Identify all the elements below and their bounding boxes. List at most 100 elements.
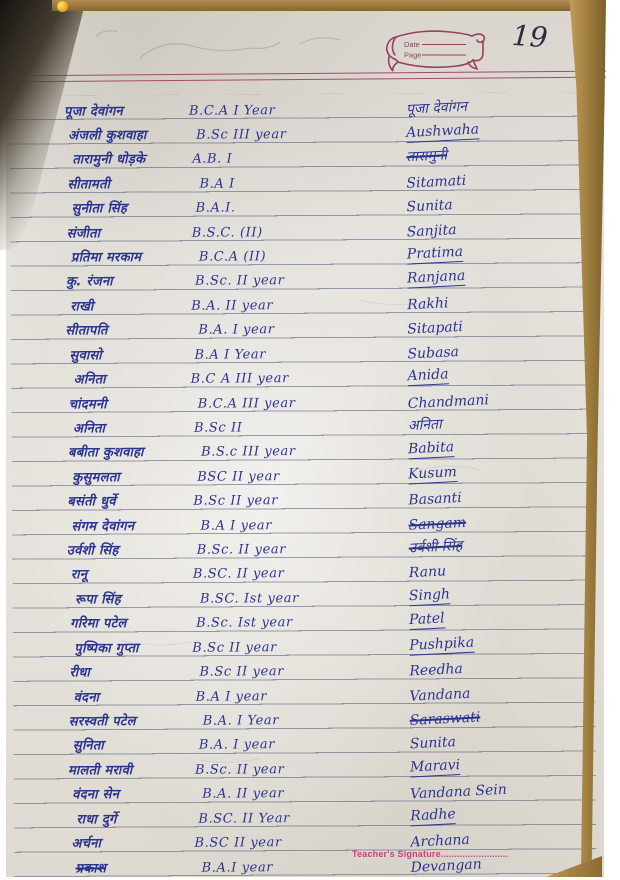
student-name: रूपा सिंह	[74, 592, 121, 608]
student-name: सुनिता	[72, 738, 104, 754]
table-row: सीतापति B.A. I year Sitapati	[13, 313, 583, 340]
course-entry: B.A. I Year	[202, 713, 280, 729]
student-name: वंदना सेन	[72, 787, 120, 803]
course-entry: B.C.A III year	[197, 395, 296, 412]
course-entry: B.S.c III year	[201, 444, 296, 461]
stamp-page-label: Page	[404, 51, 422, 60]
student-name: पुष्पिका गुप्ता	[74, 640, 139, 657]
signature: तारामुनी	[405, 147, 448, 166]
signature: Saraswati	[409, 709, 481, 729]
student-name: सुनीता सिंह	[71, 201, 128, 217]
course-entry: B.A.I year	[201, 859, 274, 876]
course-entry: B.C A III year	[190, 371, 289, 387]
table-row: बसंती धुर्वे B.Sc II year Basanti	[14, 484, 584, 511]
course-entry: B.Sc III year	[196, 127, 287, 143]
student-name: राधा दुर्गे	[76, 811, 117, 828]
student-name: बसंती धुर्वे	[67, 494, 116, 510]
student-name: उर्वशी सिंह	[66, 543, 119, 559]
course-entry: B.SC. II year	[192, 566, 285, 583]
signature: Sanjita	[406, 221, 457, 241]
student-name: राखी	[70, 299, 94, 315]
course-entry: B.Sc. II year	[196, 542, 287, 558]
course-entry: B.SC II year	[194, 835, 282, 851]
table-row: पुष्पिका गुप्ता B.Sc II year Pushpika	[15, 630, 585, 657]
signature: Chandmani	[407, 391, 490, 412]
signature: Aushwaha	[405, 121, 480, 143]
student-name: सुवासो	[69, 347, 102, 364]
signature: Sitamati	[406, 172, 467, 192]
table-row: तारामुनी धोड़के A.B. I तारामुनी	[12, 142, 582, 169]
student-name: तारामुनी धोड़के	[72, 152, 146, 168]
table-row: अनिता B.C A III year Anida	[14, 361, 584, 388]
signature: उर्वशी सिंह	[408, 537, 463, 557]
signature: Vandana	[409, 685, 471, 705]
course-entry: B.S.C. (II)	[191, 224, 263, 241]
table-row: बबीता कुशवाहा B.S.c III year Babita	[14, 435, 584, 462]
student-name: संगम देवांगन	[71, 518, 135, 535]
pin-icon	[57, 1, 68, 12]
course-entry: B.A I Year	[194, 346, 267, 363]
signature: Maravi	[409, 756, 461, 778]
student-name: अनिता	[72, 421, 106, 437]
signature: Subasa	[407, 343, 460, 363]
signature: Kusum	[407, 463, 458, 485]
course-entry: B.Sc II	[193, 420, 243, 436]
course-entry: B.A. II year	[191, 298, 274, 314]
course-entry: B.Sc II year	[199, 664, 285, 680]
table-row: राखी B.A. II year Rakhi	[13, 288, 583, 315]
signature: Sangam	[408, 514, 467, 534]
student-name: मालती मरावी	[67, 762, 133, 779]
student-name: सीतामती	[67, 176, 111, 193]
table-row: सरस्वती पटेल B.A. I Year Saraswati	[16, 703, 586, 730]
signature: पूजा देवांगन	[405, 98, 468, 118]
table-row: रीधा B.Sc II year Reedha	[15, 654, 585, 681]
student-name: वंदना	[73, 689, 100, 706]
student-name: कु. रंजना	[65, 274, 113, 290]
student-name: रानू	[70, 567, 88, 583]
teachers-signature-label: Teacher's Signature.....................…	[352, 849, 509, 859]
signature: Babita	[407, 439, 455, 460]
table-row: राधा दुर्गे B.SC. II Year Radhe	[16, 801, 586, 828]
table-row: वंदना सेन B.A. II year Vandana Sein	[16, 777, 586, 804]
table-row: रानू B.SC. II year Ranu	[15, 557, 585, 584]
course-entry: B.Sc. II year	[194, 761, 285, 778]
signature: Archana	[410, 831, 471, 851]
course-entry: B.SC. Ist year	[199, 590, 299, 607]
course-entry: A.B. I	[192, 151, 233, 168]
course-entry: B.A. I year	[198, 737, 276, 754]
stamp-date-label: Date	[404, 40, 420, 49]
course-entry: B.A. II year	[202, 786, 285, 802]
course-entry: B.Sc. II year	[194, 273, 285, 290]
course-entry: B.SC. II Year	[198, 810, 291, 827]
signature: Ranu	[408, 563, 447, 582]
signature: Rakhi	[406, 295, 449, 314]
signature: Radhe	[409, 805, 457, 827]
course-entry: B.A I	[199, 176, 235, 192]
table-row: गरिमा पटेल B.Sc. Ist year Patel	[15, 606, 585, 633]
table-row: प्रतिमा मरकाम B.C.A (II) Pratima	[13, 239, 583, 266]
table-row: सुनीता सिंह B.A.I. Sunita	[13, 191, 583, 218]
student-name: अर्चना	[71, 836, 102, 852]
signature: Vandana Sein	[409, 781, 508, 803]
signature: Sunita	[406, 197, 454, 216]
signature: Anida	[407, 366, 449, 387]
table-row: अंजली कुशवाहा B.Sc III year Aushwaha	[12, 117, 582, 144]
student-name: पूजा देवांगन	[63, 103, 124, 119]
signature: Pratima	[406, 243, 464, 265]
signature: Ranjana	[406, 268, 466, 290]
signature: Sitapati	[406, 319, 464, 338]
course-entry: B.A. I year	[198, 322, 275, 338]
table-row: पूजा देवांगन B.C.A I Year पूजा देवांगन	[12, 93, 582, 120]
student-name: चांदमनी	[68, 396, 107, 413]
student-name: अंजली कुशवाहा	[68, 127, 147, 144]
table-row: उर्वशी सिंह B.Sc. II year उर्वशी सिंह	[15, 532, 585, 559]
cover-edge-top	[52, 0, 588, 11]
course-entry: BSC II year	[197, 468, 280, 485]
table-row: अनिता B.Sc II अनिता	[14, 410, 584, 437]
signature: Reedha	[409, 661, 464, 680]
course-entry: B.A I year	[200, 517, 273, 534]
table-row: चांदमनी B.C.A III year Chandmani	[14, 386, 584, 413]
course-entry: B.C.A (II)	[198, 249, 267, 265]
